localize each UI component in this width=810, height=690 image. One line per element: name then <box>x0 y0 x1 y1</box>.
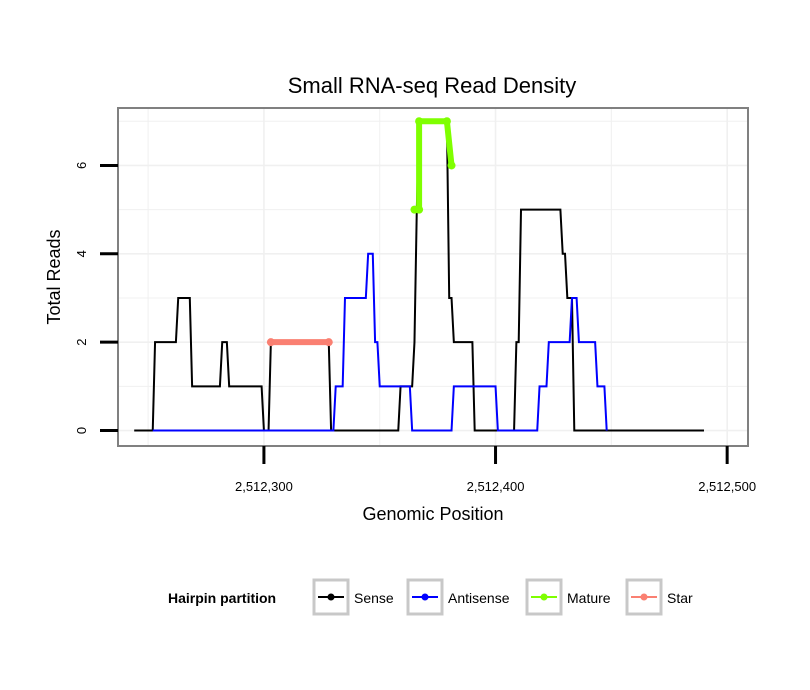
series-mature-point <box>415 117 424 126</box>
legend-key-star-point <box>640 593 648 601</box>
legend-key-mature-point <box>540 593 548 601</box>
x-axis: 2,512,300 2,512,400 2,512,500 <box>235 446 756 494</box>
legend-label-star: Star <box>667 590 693 606</box>
legend: Hairpin partition Sense Antisense Mature St… <box>168 578 693 616</box>
x-tick-label: 2,512,500 <box>698 479 756 494</box>
legend-key-sense-point <box>327 593 335 601</box>
legend-title: Hairpin partition <box>168 590 276 606</box>
y-axis: 0 2 4 6 <box>74 162 118 434</box>
series-antisense-line <box>152 252 608 432</box>
legend-label-antisense: Antisense <box>448 590 510 606</box>
chart-title: Small RNA-seq Read Density <box>288 73 577 98</box>
x-tick-label: 2,512,400 <box>467 479 525 494</box>
legend-label-mature: Mature <box>567 590 611 606</box>
y-axis-label: Total Reads <box>44 229 64 324</box>
series-mature-point <box>447 161 456 170</box>
y-tick-label: 2 <box>74 339 89 346</box>
series-star-point <box>324 338 333 347</box>
series-sense-line <box>134 120 704 432</box>
series-layer <box>134 117 704 432</box>
plot-panel <box>117 107 749 447</box>
plot-border <box>117 107 749 447</box>
x-axis-label: Genomic Position <box>362 504 503 524</box>
legend-key-antisense-point <box>421 593 429 601</box>
x-tick-label: 2,512,300 <box>235 479 293 494</box>
legend-label-sense: Sense <box>354 590 394 606</box>
y-tick-label: 4 <box>74 250 89 257</box>
y-tick-label: 6 <box>74 162 89 169</box>
plot-background <box>118 108 748 446</box>
series-mature-point <box>442 117 451 126</box>
series-star-point <box>266 338 275 347</box>
series-mature-point <box>415 205 424 214</box>
y-tick-label: 0 <box>74 427 89 434</box>
